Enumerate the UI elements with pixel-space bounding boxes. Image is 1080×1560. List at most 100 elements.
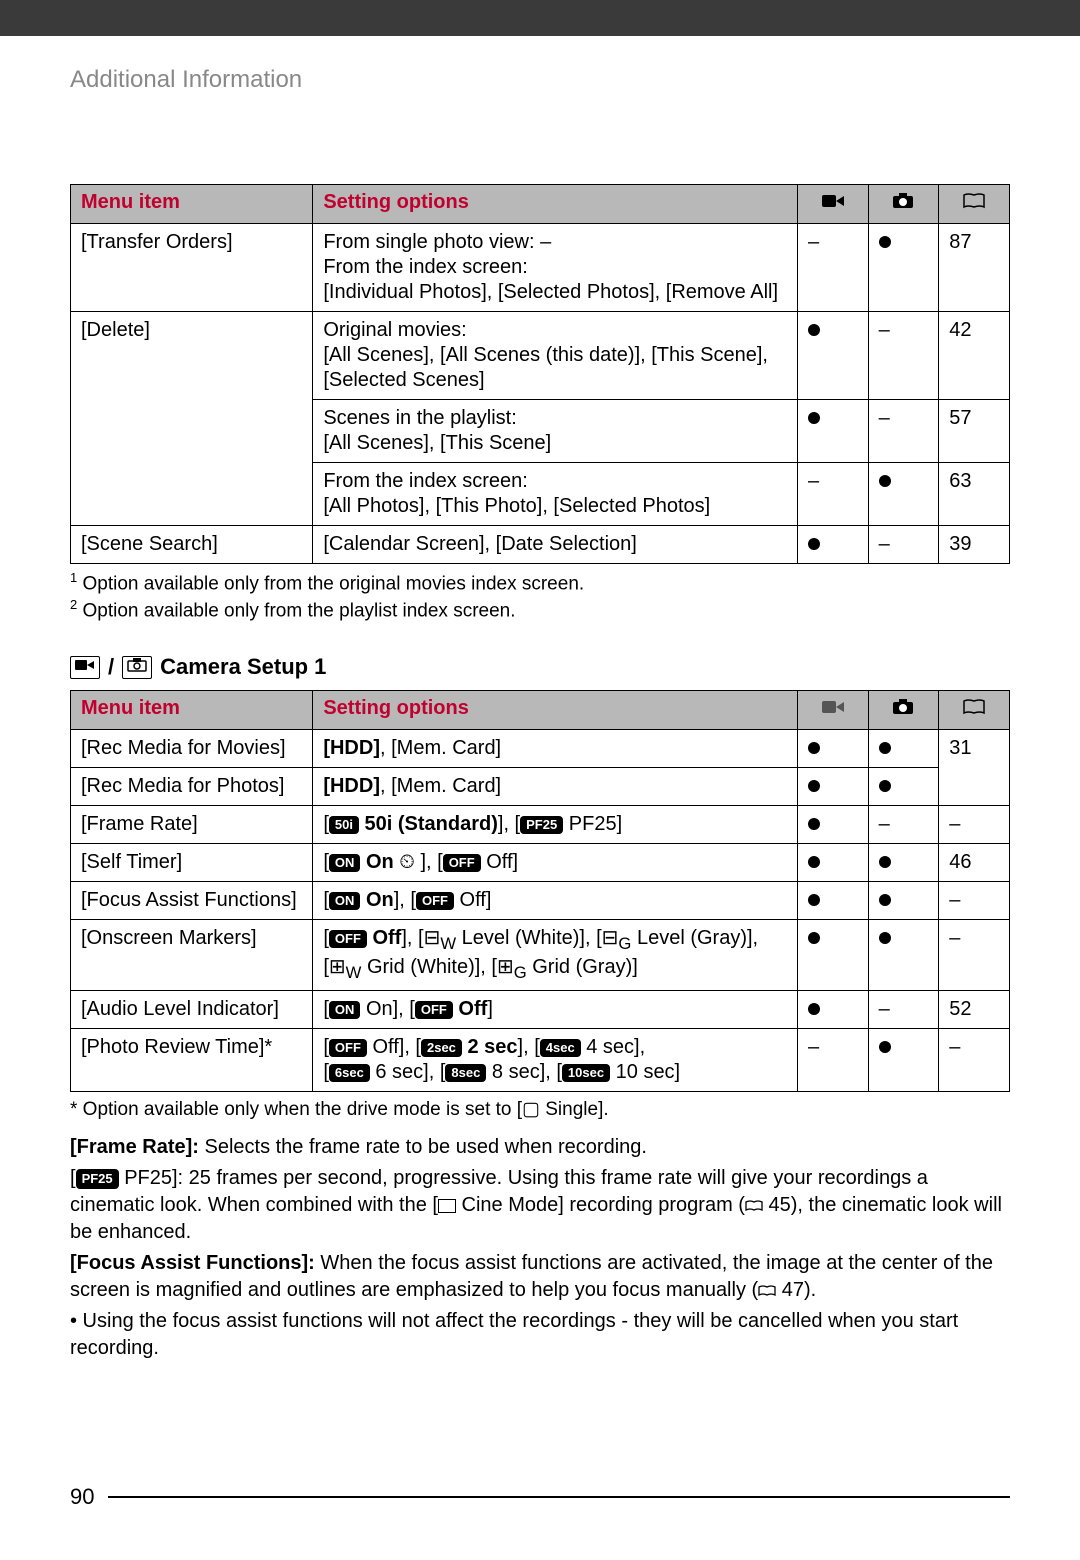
photo-mode-icon [122, 656, 152, 679]
table-cell-page: 46 [939, 844, 1010, 882]
menu-table-2: Menu item Setting options [Rec Media for… [70, 690, 1010, 1092]
frame-rate-label: [Frame Rate]: [70, 1136, 199, 1158]
footnote-2: Option available only from the playlist … [83, 600, 516, 621]
table-cell-page: – [939, 1028, 1010, 1091]
table-cell-b: – [868, 806, 939, 844]
table-cell-b [868, 844, 939, 882]
table-cell-menu: [Rec Media for Movies] [71, 730, 313, 768]
table-cell-opts: From single photo view: –From the index … [313, 224, 798, 312]
table-cell-page: 42 [939, 312, 1010, 400]
table-cell-page: 39 [939, 526, 1010, 564]
section-head-camera-setup: / Camera Setup 1 [70, 654, 1010, 680]
table-cell-a: – [797, 224, 868, 312]
table-cell-opts: From the index screen:[All Photos], [Thi… [313, 463, 798, 526]
table-cell-page: 87 [939, 224, 1010, 312]
table-cell-opts: Original movies:[All Scenes], [All Scene… [313, 312, 798, 400]
page-number: 90 [70, 1484, 94, 1510]
table-cell-b: – [868, 526, 939, 564]
table-cell-a [797, 730, 868, 768]
menu-table-1: Menu item Setting options [Transfer Orde… [70, 184, 1010, 564]
table-cell-menu: [Photo Review Time]* [71, 1028, 313, 1091]
table-row: [Rec Media for Movies] [HDD], [Mem. Card… [71, 730, 1010, 768]
breadcrumb: Additional Information [70, 66, 1010, 94]
table-cell-page: 52 [939, 990, 1010, 1028]
table-cell-a: – [797, 1028, 868, 1091]
table-cell-opts: [HDD], [Mem. Card] [313, 768, 798, 806]
description-block: [Frame Rate]: Selects the frame rate to … [70, 1134, 1010, 1362]
table-cell-page: – [939, 882, 1010, 920]
table-cell-page: – [939, 920, 1010, 991]
table-cell-opts: [50i 50i (Standard)], [PF25 PF25] [313, 806, 798, 844]
page-content: Additional Information Menu item Setting… [0, 36, 1080, 1362]
table-cell-a [797, 526, 868, 564]
page-footer: 90 [70, 1484, 1010, 1510]
table-cell-menu: [Delete] [71, 312, 313, 526]
table-cell-opts: [OFF Off], [2sec 2 sec], [4sec 4 sec],[6… [313, 1028, 798, 1091]
table-row: [Onscreen Markers] [OFF Off], [⊟W Level … [71, 920, 1010, 991]
table-cell-a [797, 882, 868, 920]
table-cell-b: – [868, 400, 939, 463]
table-cell-menu: [Scene Search] [71, 526, 313, 564]
top-bar [0, 0, 1080, 36]
footnote-1: Option available only from the original … [83, 573, 585, 594]
table-cell-a [797, 312, 868, 400]
th-menu: Menu item [71, 691, 313, 730]
table-cell-a [797, 806, 868, 844]
table-cell-opts: [ON On ⏲ ], [OFF Off] [313, 844, 798, 882]
slash: / [108, 654, 114, 680]
table-cell-menu: [Onscreen Markers] [71, 920, 313, 991]
table-cell-opts: [OFF Off], [⊟W Level (White)], [⊟G Level… [313, 920, 798, 991]
focus-assist-label: [Focus Assist Functions]: [70, 1252, 315, 1274]
table-cell-b [868, 730, 939, 768]
table-cell-opts: [ON On], [OFF Off] [313, 882, 798, 920]
table-cell-a [797, 920, 868, 991]
table-cell-menu: [Rec Media for Photos] [71, 768, 313, 806]
table-cell-page: 63 [939, 463, 1010, 526]
asterisk-note: * Option available only when the drive m… [70, 1098, 1010, 1123]
table-cell-b [868, 768, 939, 806]
table-row: [Delete] Original movies:[All Scenes], [… [71, 312, 1010, 400]
footnotes-1: 1 Option available only from the origina… [70, 570, 1010, 624]
table-cell-opts: [HDD], [Mem. Card] [313, 730, 798, 768]
table-cell-menu: [Transfer Orders] [71, 224, 313, 312]
th-book-icon [939, 691, 1010, 730]
table-row: [Scene Search] [Calendar Screen], [Date … [71, 526, 1010, 564]
table-cell-b: – [868, 312, 939, 400]
table-row: [Focus Assist Functions] [ON On], [OFF O… [71, 882, 1010, 920]
table-cell-b [868, 224, 939, 312]
table-cell-menu: [Audio Level Indicator] [71, 990, 313, 1028]
table-cell-menu: [Frame Rate] [71, 806, 313, 844]
th-menu: Menu item [71, 185, 313, 224]
table-cell-menu: [Self Timer] [71, 844, 313, 882]
table-cell-b [868, 882, 939, 920]
table-cell-opts: [ON On], [OFF Off] [313, 990, 798, 1028]
table-cell-page: – [939, 806, 1010, 844]
table-cell-b: – [868, 990, 939, 1028]
table-cell-b [868, 463, 939, 526]
th-options: Setting options [313, 185, 798, 224]
table-cell-b [868, 920, 939, 991]
table-row: [Self Timer] [ON On ⏲ ], [OFF Off] 46 [71, 844, 1010, 882]
table-cell-a [797, 400, 868, 463]
bullet-note: • Using the focus assist functions will … [70, 1308, 1010, 1362]
th-book-icon [939, 185, 1010, 224]
th-movie-icon [797, 185, 868, 224]
table-row: [Rec Media for Photos] [HDD], [Mem. Card… [71, 768, 1010, 806]
table-cell-menu: [Focus Assist Functions] [71, 882, 313, 920]
footer-rule [108, 1496, 1010, 1498]
frame-rate-text: Selects the frame rate to be used when r… [199, 1136, 647, 1158]
table-cell-a [797, 768, 868, 806]
table-cell-page: 57 [939, 400, 1010, 463]
th-photo-icon [868, 691, 939, 730]
movie-mode-icon [70, 656, 100, 679]
table-cell-page: 31 [939, 730, 1010, 806]
table-row: [Frame Rate] [50i 50i (Standard)], [PF25… [71, 806, 1010, 844]
th-photo-icon [868, 185, 939, 224]
th-movie-icon [797, 691, 868, 730]
table-row: [Photo Review Time]* [OFF Off], [2sec 2 … [71, 1028, 1010, 1091]
th-options: Setting options [313, 691, 798, 730]
table-cell-opts: [Calendar Screen], [Date Selection] [313, 526, 798, 564]
table-cell-a [797, 844, 868, 882]
table-cell-opts: Scenes in the playlist:[All Scenes], [Th… [313, 400, 798, 463]
table-cell-a: – [797, 463, 868, 526]
